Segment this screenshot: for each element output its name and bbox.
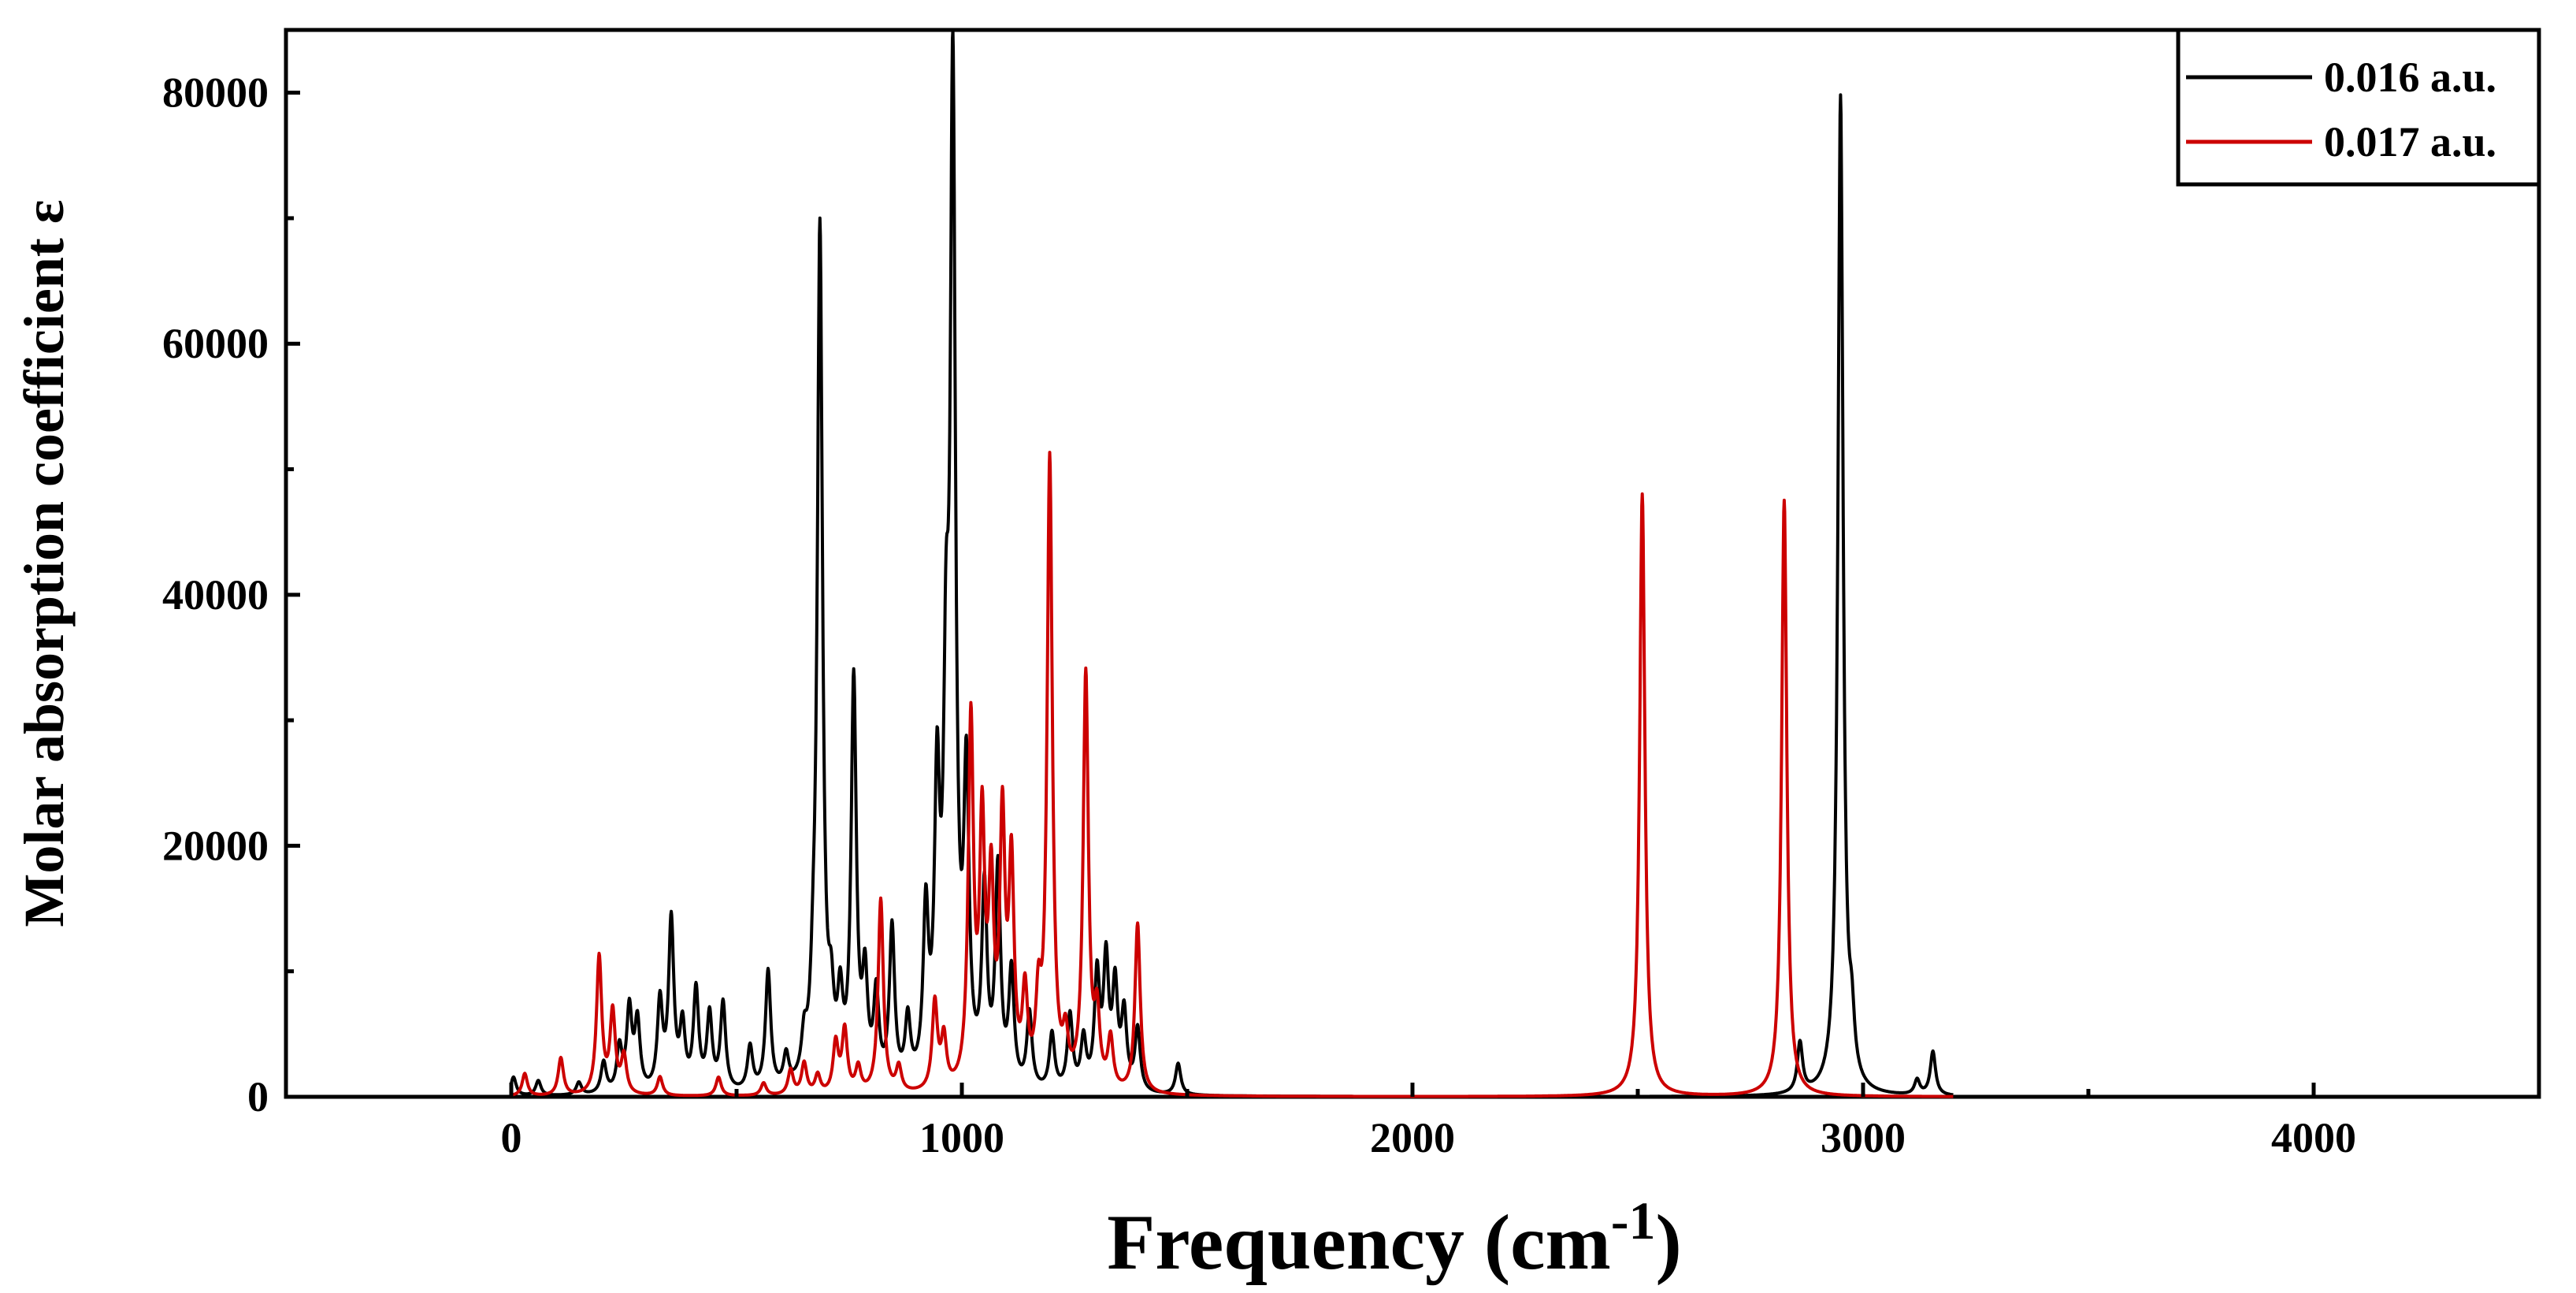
x-tick-label: 2000 <box>1370 1114 1455 1161</box>
legend-label-series-2: 0.017 a.u. <box>2324 118 2496 165</box>
x-tick-label: 4000 <box>2271 1114 2356 1161</box>
x-axis-title-close: ) <box>1656 1198 1682 1286</box>
legend-label-series-1: 0.016 a.u. <box>2324 54 2496 101</box>
y-tick-label: 60000 <box>162 320 269 367</box>
x-axis-title-main: Frequency (cm <box>1107 1198 1611 1286</box>
y-axis-title: Molar absorption coefficient ε <box>13 199 76 927</box>
y-tick-label: 0 <box>247 1073 269 1120</box>
plot-frame <box>284 28 2541 1099</box>
legend-box <box>2176 28 2541 187</box>
series-line-1 <box>510 28 1954 1098</box>
x-axis-title: Frequency (cm-1) <box>1107 1191 1682 1286</box>
x-axis-title-superscript: -1 <box>1611 1191 1656 1250</box>
y-tick-label: 40000 <box>162 571 269 619</box>
series-layer <box>510 28 1954 1098</box>
x-tick-label: 0 <box>501 1114 522 1161</box>
x-tick-label: 1000 <box>919 1114 1004 1161</box>
legend: 0.016 a.u. 0.017 a.u. <box>2176 28 2541 187</box>
x-tick-label: 3000 <box>1821 1114 1906 1161</box>
y-tick-label: 80000 <box>162 69 269 117</box>
y-tick-label: 20000 <box>162 822 269 869</box>
series-line-2 <box>510 451 1954 1098</box>
